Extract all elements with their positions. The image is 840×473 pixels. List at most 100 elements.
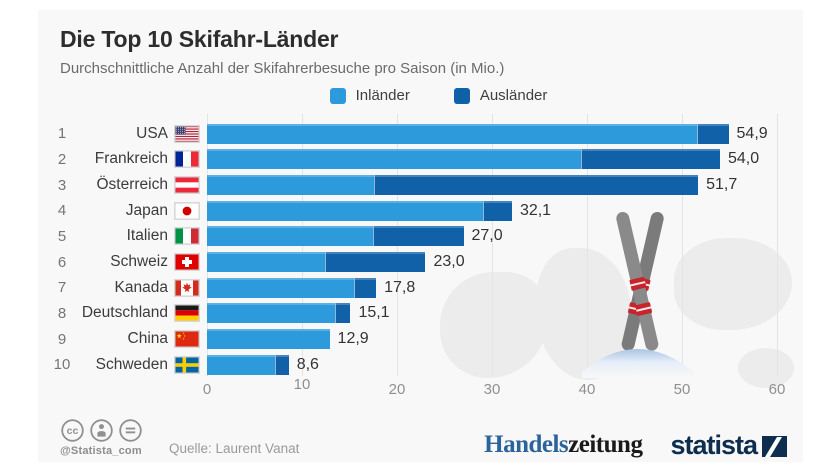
stacked-bar [207,329,330,350]
auslaender-bar-segment [373,226,464,247]
rank-label: 3 [57,176,67,194]
stacked-bar [207,226,464,247]
rank-label: 5 [57,227,67,245]
rank-label: 6 [57,253,67,271]
fr-flag-icon [175,151,199,168]
auslaender-bar-segment [335,303,351,324]
rank-label: 10 [53,356,71,374]
bar-rows: 1 USA 54,9 2 Frankreich 54,0 3 Österreich 51,7 4 J… [38,121,803,378]
license-block: cc @Statista_com [60,418,143,457]
auslaender-swatch [453,87,470,104]
footer: cc @Statista_com Quelle: Laurent Vanat H… [60,418,787,459]
x-tick-label: 30 [483,381,501,398]
chart-row: 9 China 12,9 [38,326,803,352]
rank-label: 1 [57,125,67,143]
value-label: 23,0 [433,253,465,271]
inlaender-bar-segment [207,277,355,298]
stacked-bar [207,123,729,144]
auslaender-bar-segment [275,354,289,375]
stacked-bar [207,200,512,221]
statista-handle: @Statista_com [60,445,142,457]
chart-row: 10 Schweden 8,6 [38,352,803,378]
country-label: Japan [125,201,168,219]
legend: Inländer Ausländer [56,87,821,104]
gridline [682,114,683,376]
rank-label: 9 [57,330,67,348]
inlaender-bar-segment [207,149,582,170]
infographic-panel: Die Top 10 Skifahr-Länder Durchschnittli… [38,10,803,462]
inlaender-bar-segment [207,123,698,144]
country-label: China [127,330,169,348]
stacked-bar [207,149,720,170]
cc-icon: cc [61,419,84,442]
inlaender-bar-segment [207,200,483,221]
at-flag-icon [175,177,199,194]
stacked-bar [207,277,377,298]
x-tick-label: 0 [202,381,212,398]
de-flag-icon [175,305,199,322]
country-label: Schweden [95,355,168,373]
value-label: 51,7 [706,176,738,194]
equal-icon [119,419,142,442]
ca-flag-icon [175,279,199,296]
country-label: Deutschland [81,304,168,322]
x-tick-label: 20 [388,381,406,398]
source-label: Quelle: Laurent Vanat [169,441,300,456]
value-label: 54,9 [736,124,768,142]
auslaender-bar-segment [354,277,377,298]
rank-label: 8 [57,304,67,322]
value-label: 8,6 [296,355,319,373]
page-title: Die Top 10 Skifahr-Länder [60,26,339,52]
x-tick-label: 60 [768,381,786,398]
gridline [492,114,493,376]
value-label: 15,1 [358,304,390,322]
auslaender-bar-segment [374,175,699,196]
stacked-bar [207,354,289,375]
svg-text:cc: cc [67,425,79,437]
country-label: Italien [126,227,168,245]
x-tick-label: 40 [578,381,596,398]
inlaender-swatch [329,87,346,104]
stacked-bar [207,252,426,273]
x-tick-label: 50 [673,381,691,398]
cn-flag-icon [175,331,199,348]
legend-item-auslaender: Ausländer [453,87,548,104]
country-label: Schweiz [110,253,168,271]
inlaender-bar-segment [207,226,374,247]
country-label: Österreich [96,176,169,194]
chart-row: 8 Deutschland 15,1 [38,301,803,327]
inlaender-bar-segment [207,354,276,375]
us-flag-icon [175,125,199,142]
page-subtitle: Durchschnittliche Anzahl der Skifahrerbe… [60,60,505,77]
rank-label: 4 [57,202,67,220]
it-flag-icon [175,228,199,245]
statista-logo: statista [670,432,787,459]
stacked-bar [207,303,351,324]
country-label: Kanada [114,278,168,296]
value-label: 54,0 [727,150,760,168]
ski-right [616,211,659,351]
chart-row: 6 Schweiz 23,0 [38,249,803,275]
statista-logo-icon [762,436,787,457]
inlaender-bar-segment [207,175,375,196]
ski-illustration [582,211,694,378]
inlaender-bar-segment [207,252,325,273]
inlaender-bar-segment [207,329,330,350]
jp-flag-icon [175,202,199,219]
country-label: USA [136,124,168,142]
chart-row: 4 Japan 32,1 [38,198,803,224]
ch-flag-icon [175,254,199,271]
legend-item-inlaender: Inländer [329,87,410,104]
stacked-bar [207,175,699,196]
chart-row: 2 Frankreich 54,0 [38,147,803,173]
chart-row: 5 Italien 27,0 [38,224,803,250]
inlaender-bar-segment [207,303,336,324]
attribution-icon [90,419,113,442]
chart-row: 7 Kanada 17,8 [38,275,803,301]
country-label: Frankreich [94,150,168,168]
value-label: 17,8 [384,278,416,296]
snow-mound [582,349,694,378]
legend-label: Inländer [355,87,410,104]
legend-label: Ausländer [479,87,548,104]
value-label: 32,1 [519,201,552,219]
